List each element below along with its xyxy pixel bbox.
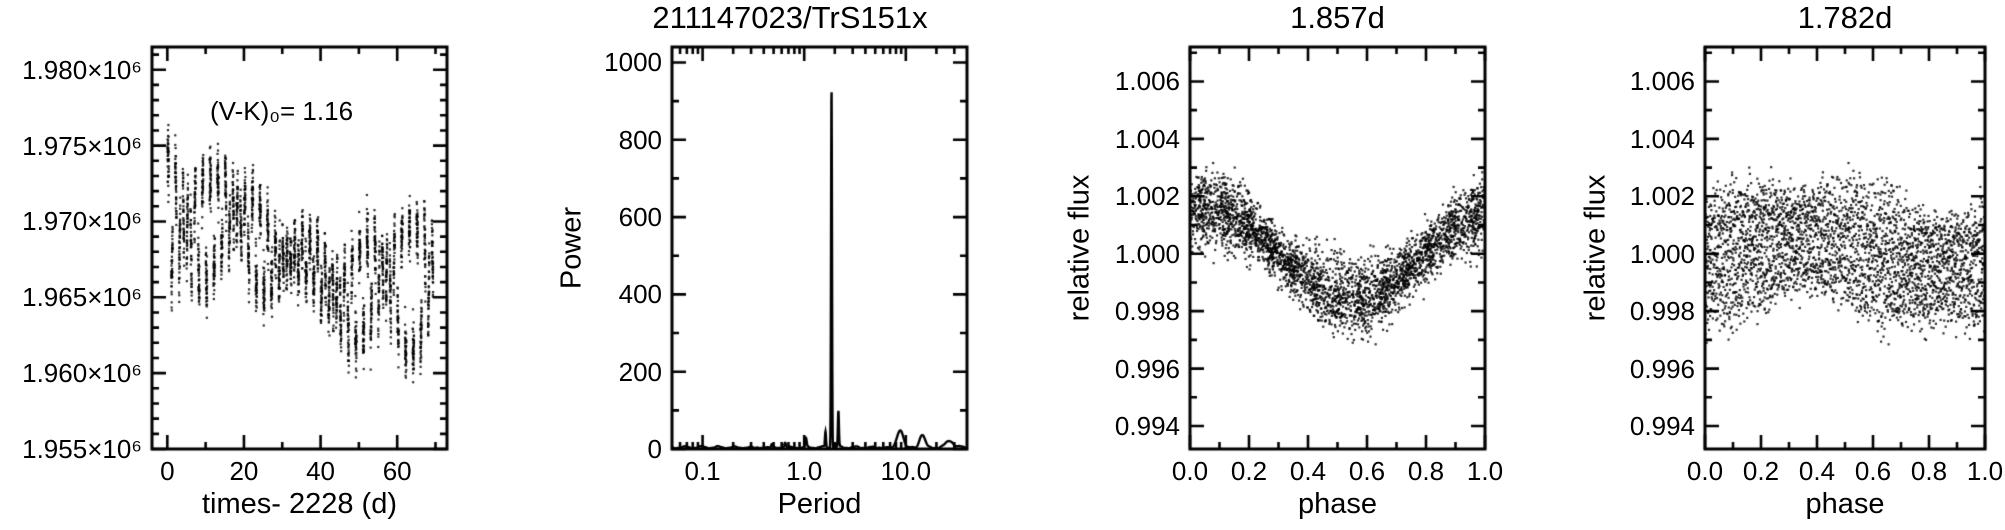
periodogram-title: 211147023/TrS151x	[652, 0, 928, 35]
phase-fold-best-yaxis-label: relative flux	[1063, 174, 1096, 322]
periodogram-xaxis-label: Period	[777, 488, 862, 520]
vk-color-annotation: (V-K)₀= 1.16	[210, 96, 354, 126]
phase-fold-alias-title: 1.782d	[1797, 0, 1893, 35]
phase-fold-alias-xaxis-label: phase	[1805, 488, 1885, 520]
phase-fold-best-title: 1.857d	[1290, 0, 1385, 35]
phase-fold-best-xaxis-label: phase	[1297, 488, 1377, 520]
periodogram-yaxis-label: Power	[555, 206, 588, 290]
phase-fold-alias-yaxis-label: relative flux	[1579, 174, 1612, 322]
lightcurve-xaxis-label: times- 2228 (d)	[201, 488, 397, 520]
